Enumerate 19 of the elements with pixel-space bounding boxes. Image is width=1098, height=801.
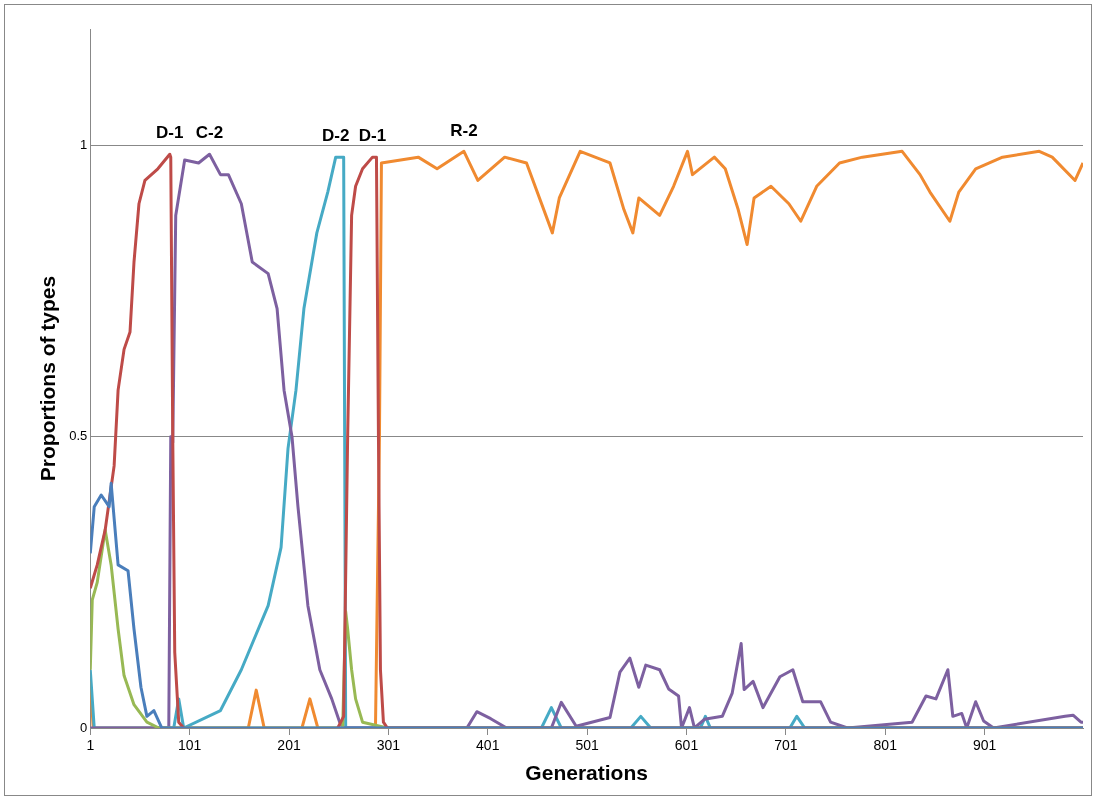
x-tick-label: 601 — [674, 737, 699, 754]
series-label: D-2 — [322, 126, 350, 146]
x-axis-title: Generations — [525, 761, 648, 785]
x-tick-label: 901 — [972, 737, 997, 754]
x-tick-label: 201 — [277, 737, 301, 754]
x-tick-label: 701 — [774, 737, 798, 754]
x-tick-label: 401 — [476, 737, 500, 754]
y-tick-label: 0.5 — [69, 428, 88, 444]
y-tick-label: 1 — [80, 137, 88, 153]
y-axis-title: Proportions of types — [36, 275, 60, 482]
series-label: R-2 — [450, 120, 478, 140]
x-tick-label: 801 — [873, 737, 898, 754]
series-label: C-2 — [195, 123, 224, 143]
x-tick-label: 501 — [575, 737, 600, 754]
series-label: D-1 — [358, 126, 387, 146]
y-tick-label: 0 — [80, 719, 88, 735]
x-tick-label: 301 — [376, 737, 401, 754]
x-tick-label: 101 — [177, 737, 202, 754]
series-label: D-1 — [156, 123, 184, 143]
